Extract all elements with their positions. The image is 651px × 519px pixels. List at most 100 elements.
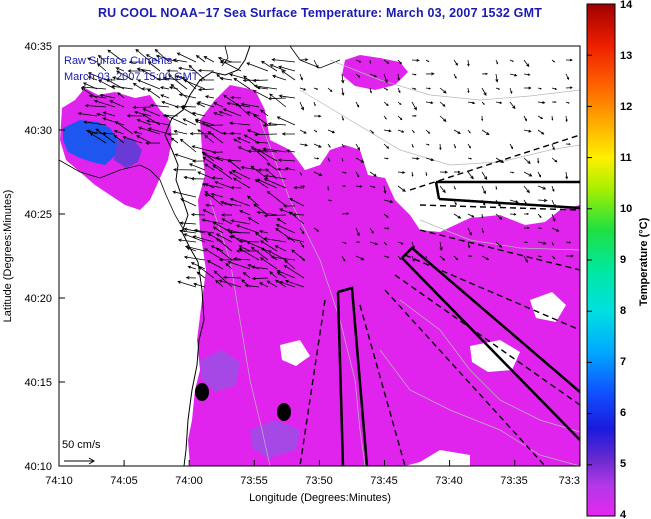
current-vector — [411, 255, 415, 262]
current-vector — [238, 245, 251, 252]
current-vector — [195, 54, 206, 63]
current-vector — [222, 275, 242, 280]
sst-water-top — [342, 55, 408, 90]
current-vector — [327, 185, 330, 191]
current-vector — [156, 77, 170, 81]
current-vector — [253, 132, 278, 137]
current-vector — [204, 183, 215, 189]
current-vector — [174, 105, 188, 109]
current-vector — [247, 217, 260, 225]
current-vector — [453, 213, 462, 219]
current-vector — [523, 255, 528, 263]
current-vector — [204, 193, 215, 198]
current-vector — [481, 213, 484, 219]
current-vector — [204, 163, 215, 171]
current-vector — [341, 115, 344, 121]
current-vector — [222, 108, 242, 117]
current-vector — [213, 270, 233, 288]
current-vector — [269, 271, 278, 279]
current-vector — [83, 120, 107, 126]
current-vector — [397, 101, 402, 105]
current-vector — [369, 73, 378, 78]
current-vector — [239, 210, 251, 216]
current-vector — [233, 257, 251, 261]
current-vector — [167, 74, 188, 90]
current-vector — [551, 185, 555, 192]
current-vector — [495, 241, 503, 248]
current-vector — [113, 130, 125, 135]
current-vector — [289, 198, 305, 207]
current-vector — [425, 171, 428, 177]
current-vector — [197, 68, 215, 73]
current-vector — [254, 232, 269, 243]
current-vector — [252, 90, 269, 99]
current-vector — [537, 227, 543, 230]
current-vector — [453, 129, 461, 134]
sst-cool-patch-4 — [250, 420, 300, 458]
current-vector — [313, 143, 322, 148]
marker-dot — [195, 383, 209, 401]
current-vector — [509, 171, 515, 174]
y-tick-label: 40:15 — [24, 377, 52, 389]
current-vector — [183, 79, 206, 90]
x-tick-label: 74:10 — [45, 475, 73, 487]
current-vector — [190, 212, 206, 217]
current-vector — [283, 264, 305, 279]
current-vector — [160, 94, 170, 99]
current-vector — [266, 190, 287, 207]
current-vector — [227, 158, 242, 171]
current-vector — [439, 115, 447, 122]
current-vector — [481, 72, 489, 76]
sst-water-region — [188, 85, 580, 466]
current-vector — [313, 59, 319, 69]
y-tick-label: 40:25 — [24, 209, 52, 221]
current-vector — [355, 73, 361, 78]
colorbar-tick-label: 7 — [620, 356, 626, 368]
current-vector — [313, 101, 316, 107]
current-vector — [210, 192, 224, 198]
current-vector — [276, 167, 287, 171]
colorbar-tick-label: 12 — [620, 101, 632, 113]
current-vector — [219, 76, 233, 81]
current-vector — [228, 171, 242, 180]
colorbar-tick-label: 4 — [620, 509, 627, 519]
current-vector — [269, 93, 287, 108]
current-vector — [174, 153, 197, 162]
current-vector — [264, 174, 287, 180]
current-vector — [184, 245, 206, 252]
current-vector — [495, 73, 499, 83]
current-vector — [509, 101, 516, 110]
no-data-gap-2 — [280, 340, 310, 366]
current-vector — [149, 103, 170, 108]
shoreline-nw — [59, 159, 186, 233]
current-vector — [551, 227, 560, 232]
current-vector — [509, 143, 514, 150]
x-tick-label: 74:05 — [110, 475, 138, 487]
current-vector — [523, 59, 530, 68]
current-vector — [206, 260, 224, 270]
current-vector — [397, 171, 406, 174]
current-vector — [551, 101, 557, 103]
current-vector — [523, 157, 531, 164]
currents-legend-line1: Raw Surface Currents — [64, 55, 173, 67]
current-vector — [481, 185, 486, 195]
current-vector — [137, 79, 161, 90]
current-vector — [260, 247, 278, 261]
colorbar-tick-label: 6 — [620, 407, 626, 419]
current-vector — [355, 157, 365, 163]
current-vector — [481, 199, 486, 206]
current-vector — [207, 131, 224, 144]
current-vector — [191, 145, 215, 153]
current-vector — [383, 227, 390, 230]
current-vector — [262, 147, 287, 153]
current-vector — [215, 233, 233, 243]
y-ticks — [59, 45, 65, 467]
current-vector — [551, 199, 556, 209]
no-data-gap-3 — [530, 292, 566, 322]
current-vector — [523, 129, 532, 133]
current-vector — [369, 227, 374, 234]
current-vector — [551, 255, 556, 260]
current-vector — [313, 157, 320, 160]
current-vector — [141, 87, 152, 91]
current-vector — [355, 185, 363, 188]
